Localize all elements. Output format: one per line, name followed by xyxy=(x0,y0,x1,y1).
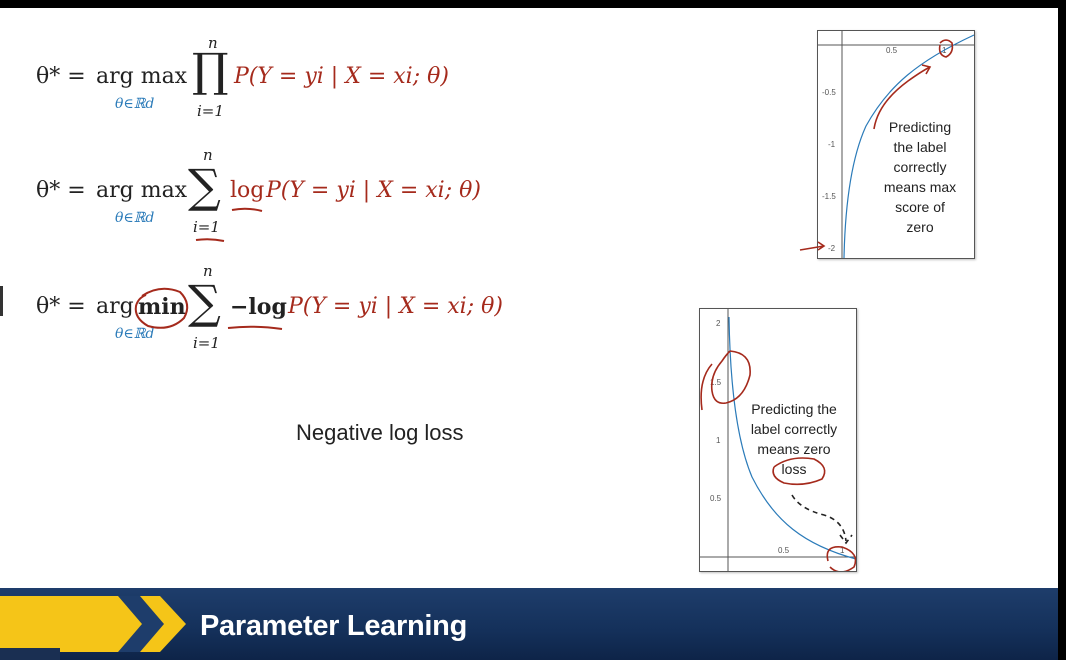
neg-log-term: −log xyxy=(230,294,287,320)
note-line: correctly xyxy=(893,159,947,175)
slide: θ* = arg max θ∈ℝd n ∏ i=1 P(Y = yi | X =… xyxy=(0,8,1058,660)
note-line: loss xyxy=(781,461,807,477)
left-edge-mark xyxy=(0,286,3,316)
product-lower-limit: i=1 xyxy=(197,102,224,120)
chevron-yellow-band xyxy=(0,596,150,652)
ink-circle-one-five xyxy=(710,350,751,405)
neglog-plot-x-tick-0.5: 0.5 xyxy=(778,546,790,555)
footer-left-edge xyxy=(0,648,60,660)
log-plot-x-tick-0.5: 0.5 xyxy=(886,46,898,55)
argmin-subscript: θ∈ℝd xyxy=(115,326,155,342)
sum-upper-limit: n xyxy=(203,146,213,164)
likelihood-term: P(Y = yi | X = xi; θ) xyxy=(266,178,481,203)
neglog-plot-x-tick-1: 1 xyxy=(840,546,845,555)
neglog-plot-svg: 2 1.5 1 0.5 0.5 1 xyxy=(700,309,856,571)
equation-log-sum: θ* = arg max θ∈ℝd n ∑ i=1 log P(Y = yi |… xyxy=(36,146,556,250)
log-plot-y-tick--2: -2 xyxy=(828,244,836,253)
log-plot-svg: 0.5 1 -0.5 -1 -1.5 -2 xyxy=(818,31,974,258)
ink-circle-one xyxy=(938,39,954,58)
product-symbol: ∏ xyxy=(192,43,229,97)
sum-lower-limit: i=1 xyxy=(193,218,220,236)
chevron-blue-1 xyxy=(118,596,166,652)
dashed-arrow xyxy=(791,494,853,545)
footer-title: Parameter Learning xyxy=(200,610,467,642)
note-line: means max xyxy=(883,179,957,195)
brace-label: Negative log loss xyxy=(296,420,464,445)
argmax-operator: arg max xyxy=(96,64,188,89)
note-line: means zero xyxy=(757,441,831,457)
theta-star-lhs: θ* = xyxy=(36,178,86,203)
note-line: zero xyxy=(906,219,934,235)
log-plot-note: Predicting the label correctly means max… xyxy=(872,117,968,237)
likelihood-term: P(Y = yi | X = xi; θ) xyxy=(234,64,449,89)
log-plot-panel: 0.5 1 -0.5 -1 -1.5 -2 Predicting the lab… xyxy=(817,30,975,259)
product-upper-limit: n xyxy=(208,34,218,52)
note-line: Predicting xyxy=(888,119,952,135)
ink-circle-loss xyxy=(772,457,826,486)
theta-star-lhs: θ* = xyxy=(36,294,86,319)
likelihood-term: P(Y = yi | X = xi; θ) xyxy=(288,294,503,319)
footer-chevrons xyxy=(0,596,186,652)
ink-left-curve xyxy=(700,363,713,411)
log-term: log xyxy=(230,178,265,203)
log-curve xyxy=(843,34,974,258)
sum-symbol: ∑ xyxy=(188,159,221,213)
argmax-subscript: θ∈ℝd xyxy=(115,96,155,112)
equation-product: θ* = arg max θ∈ℝd n ∏ i=1 P(Y = yi | X =… xyxy=(36,34,556,128)
neglog-plot-y-tick-1.5: 1.5 xyxy=(710,378,722,387)
note-line: label correctly xyxy=(750,421,838,437)
log-plot-y-tick--1.5: -1.5 xyxy=(822,192,836,201)
sum-upper-limit: n xyxy=(203,262,213,280)
chevron-yellow-2 xyxy=(140,596,186,652)
log-plot-y-tick--0.5: -0.5 xyxy=(822,88,836,97)
arg-prefix: arg xyxy=(96,294,134,319)
equation-neg-log-sum: θ* = arg min θ∈ℝd n ∑ i=1 −log P(Y = yi … xyxy=(36,262,576,366)
neglog-plot-y-tick-2: 2 xyxy=(716,319,721,328)
note-line: score of xyxy=(895,199,945,215)
neglog-plot-note: Predicting the label correctly means zer… xyxy=(736,399,852,479)
argmax-operator: arg max xyxy=(96,178,188,203)
footer: Parameter Learning xyxy=(0,588,1058,660)
neglog-plot-y-tick-1: 1 xyxy=(716,436,721,445)
note-line: Predicting the xyxy=(751,401,837,417)
theta-star-lhs: θ* = xyxy=(36,64,86,89)
argmax-subscript: θ∈ℝd xyxy=(115,210,155,226)
ink-circle-one xyxy=(826,545,856,571)
neglog-curve xyxy=(728,316,856,560)
log-plot-y-tick--1: -1 xyxy=(828,140,836,149)
note-line: the label xyxy=(893,139,947,155)
sum-lower-limit: i=1 xyxy=(193,334,220,352)
sum-symbol: ∑ xyxy=(188,275,221,329)
neglog-plot-y-tick-0.5: 0.5 xyxy=(710,494,722,503)
argmin-operator: min xyxy=(138,294,186,320)
ink-arrow xyxy=(873,64,932,130)
neglog-plot-panel: 2 1.5 1 0.5 0.5 1 Predicting the label c… xyxy=(699,308,857,572)
ink-arrow-to-minus-two xyxy=(799,241,826,251)
